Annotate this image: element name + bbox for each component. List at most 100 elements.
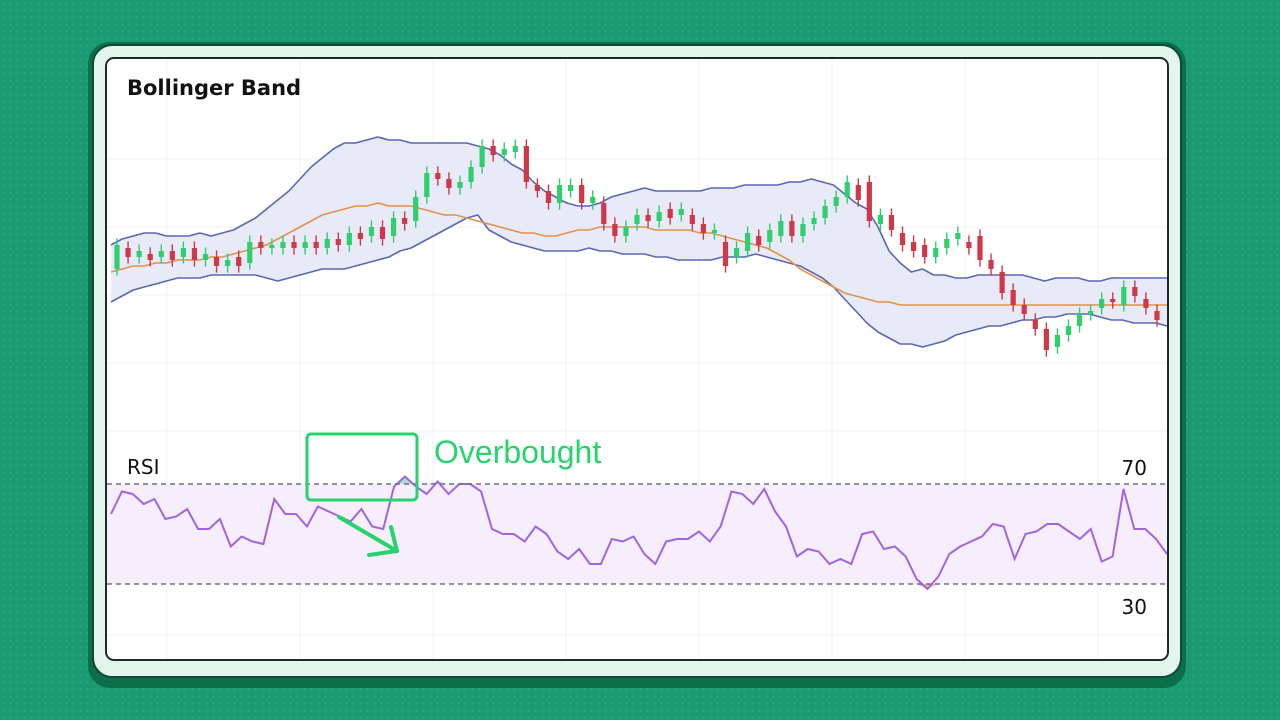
bullish-candle — [346, 233, 352, 245]
bearish-candle — [357, 233, 364, 239]
rsi-chart-title: RSI — [127, 455, 160, 479]
bearish-candle — [789, 221, 795, 236]
bearish-candle — [1110, 299, 1116, 302]
candlesticks — [114, 139, 1160, 357]
bullish-candle — [1054, 335, 1061, 347]
bearish-candle — [335, 239, 341, 245]
bearish-candle — [1143, 299, 1149, 308]
bearish-candle — [523, 146, 529, 182]
bearish-candle — [700, 224, 706, 233]
bullish-candle — [933, 248, 939, 257]
bullish-candle — [324, 239, 330, 248]
bearish-candle — [446, 179, 452, 188]
bearish-candle — [866, 182, 872, 221]
bullish-candle — [590, 197, 596, 203]
bearish-candle — [1021, 305, 1027, 314]
bullish-candle — [302, 242, 308, 248]
rsi-level-30-label: 30 — [1122, 595, 1147, 619]
bullish-candle — [822, 206, 828, 218]
bearish-candle — [313, 242, 319, 248]
bearish-candle — [169, 251, 175, 260]
bullish-candle — [877, 215, 884, 224]
bullish-candle — [733, 248, 740, 257]
bullish-candle — [1065, 326, 1072, 335]
bearish-candle — [612, 224, 618, 236]
bearish-candle — [534, 185, 541, 191]
bearish-candle — [1032, 320, 1038, 329]
bullish-candle — [844, 182, 850, 197]
chart-card: Bollinger Band RSI 70 30 Overbought — [105, 57, 1169, 661]
bearish-candle — [689, 215, 695, 224]
oversold-fill — [894, 584, 961, 589]
bullish-candle — [247, 242, 253, 263]
bullish-candle — [656, 212, 662, 221]
bearish-candle — [966, 242, 972, 248]
bullish-candle — [280, 242, 286, 248]
bullish-candle — [390, 218, 397, 236]
bearish-candle — [402, 218, 408, 224]
bullish-candle — [745, 233, 751, 251]
overbought-label: Overbought — [434, 434, 601, 470]
bollinger-chart-title: Bollinger Band — [127, 76, 301, 100]
bearish-candle — [999, 272, 1005, 293]
bullish-candle — [225, 260, 231, 266]
annotations — [305, 432, 419, 557]
bollinger-band-fill — [111, 137, 1167, 347]
bullish-candle — [1076, 314, 1083, 326]
bullish-candle — [678, 209, 684, 215]
overbought-fill — [383, 476, 503, 484]
rsi-panel — [107, 475, 1167, 591]
down-arrow-shaft — [337, 515, 399, 553]
bullish-candle — [180, 248, 186, 257]
bullish-candle — [368, 227, 375, 236]
bearish-candle — [601, 203, 607, 224]
bearish-candle — [888, 215, 895, 230]
bullish-candle — [955, 233, 961, 239]
bearish-candle — [236, 257, 242, 266]
bullish-candle — [457, 182, 463, 188]
bullish-candle — [556, 185, 563, 203]
bearish-candle — [147, 254, 153, 260]
bullish-candle — [158, 251, 164, 257]
bollinger-band-panel — [110, 136, 1167, 348]
bullish-candle — [512, 146, 518, 152]
bearish-candle — [1154, 311, 1160, 320]
rsi-neutral-zone — [107, 484, 1167, 584]
bullish-candle — [778, 221, 784, 236]
bullish-candle — [1099, 299, 1105, 308]
bearish-candle — [977, 236, 983, 260]
bearish-candle — [490, 146, 496, 155]
bullish-candle — [136, 251, 142, 257]
bullish-candle — [800, 224, 806, 236]
bearish-candle — [756, 236, 762, 245]
bearish-candle — [213, 257, 220, 266]
bearish-candle — [1043, 329, 1049, 350]
bearish-candle — [579, 185, 585, 203]
bullish-candle — [767, 230, 773, 242]
bearish-candle — [1132, 287, 1138, 296]
bullish-candle — [269, 245, 275, 248]
bearish-candle — [191, 248, 198, 260]
bearish-candle — [988, 260, 994, 269]
bullish-candle — [1088, 311, 1094, 314]
bullish-candle — [424, 173, 430, 197]
chart-canvas: Bollinger Band RSI 70 30 Overbought — [107, 59, 1167, 659]
middle-band-line — [110, 202, 1167, 306]
bullish-candle — [202, 254, 209, 260]
bullish-candle — [501, 149, 507, 155]
bearish-candle — [258, 242, 264, 248]
bullish-candle — [634, 215, 640, 224]
bullish-candle — [711, 230, 718, 233]
bullish-candle — [833, 197, 839, 206]
bullish-candle — [944, 239, 950, 248]
bullish-candle — [479, 146, 485, 167]
bearish-candle — [1010, 290, 1016, 305]
bullish-candle — [413, 197, 419, 221]
rsi-level-70-label: 70 — [1122, 456, 1147, 480]
bearish-candle — [722, 242, 729, 266]
bearish-candle — [545, 191, 552, 203]
down-arrow-icon — [367, 525, 399, 557]
bullish-candle — [1121, 287, 1127, 305]
bearish-candle — [667, 209, 673, 218]
bullish-candle — [114, 245, 120, 269]
